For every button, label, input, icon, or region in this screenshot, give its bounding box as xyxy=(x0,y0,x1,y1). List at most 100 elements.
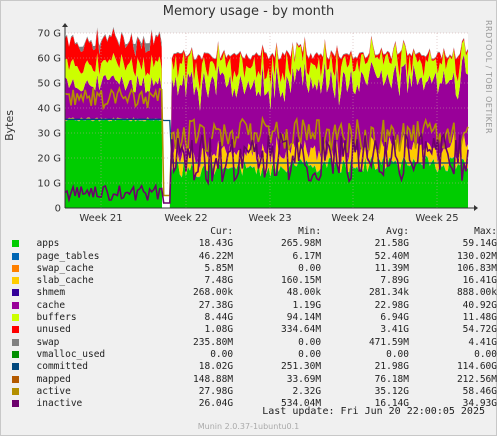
legend-row-page_tables: page_tables 46.22M 6.17M 52.40M 130.02M xyxy=(12,251,497,263)
legend-swatch-inactive xyxy=(12,400,19,408)
legend-swatch xyxy=(12,324,37,336)
legend-avg: 281.34k xyxy=(368,287,409,299)
legend-min: 0.00 xyxy=(298,262,322,274)
legend-cur: 235.80M xyxy=(193,336,234,348)
line-active xyxy=(64,85,469,197)
legend-swatch xyxy=(12,275,37,287)
legend-avg: 6.94G xyxy=(380,312,409,324)
area-buffers xyxy=(65,37,468,208)
legend-avg: 21.98G xyxy=(374,361,409,373)
x-tick-label: Week 25 xyxy=(415,213,458,224)
legend-name: vmalloc_used xyxy=(36,348,106,360)
legend-cur: 1.08G xyxy=(204,324,234,336)
legend-min: 334.64M xyxy=(281,324,322,336)
legend-swatch xyxy=(12,386,37,398)
legend-min: 251.30M xyxy=(281,361,322,373)
legend-name: unused xyxy=(36,324,71,336)
legend-swatch-vmalloc_used xyxy=(12,350,19,358)
legend-header-cur: Cur: xyxy=(210,226,234,237)
legend-row-cache: cache 27.38G 1.19G 22.98G 40.92G xyxy=(12,300,497,312)
legend-max: 54.72G xyxy=(462,324,497,336)
legend-row-inactive: inactive 26.04G 534.04M 16.14G 34.93G xyxy=(12,398,497,410)
y-tick-label: 50 G xyxy=(37,79,61,90)
y-tick-label: 60 G xyxy=(37,54,61,65)
legend-swatch xyxy=(12,263,37,275)
legend-swatch-cache xyxy=(12,301,19,309)
legend-row-unused: unused 1.08G 334.64M 3.41G 54.72G xyxy=(12,324,497,336)
x-tick-label: Week 22 xyxy=(164,213,207,224)
legend-max: 4.41G xyxy=(468,336,497,348)
legend-cur: 18.02G xyxy=(198,361,234,373)
legend-cur: 26.04G xyxy=(198,398,234,410)
legend-swatch xyxy=(12,361,37,373)
legend-name: active xyxy=(36,385,71,397)
legend-name: page_tables xyxy=(36,250,100,262)
legend-swatch xyxy=(12,287,37,299)
legend-swatch xyxy=(12,398,37,410)
legend-swatch xyxy=(12,300,37,312)
legend-row-active: active 27.98G 2.32G 35.12G 58.46G xyxy=(12,386,497,398)
legend-swatch xyxy=(12,337,37,349)
legend-swatch-page_tables xyxy=(12,252,19,260)
legend-row-shmem: shmem 268.00k 48.00k 281.34k 888.00k xyxy=(12,287,497,299)
chart-plot: 0 10 G 20 G 30 G 40 G 50 G 60 G 70 G Week 21 Week… xyxy=(37,23,478,224)
legend-min: 0.00 xyxy=(298,348,322,360)
munin-version: Munin 2.0.37-1ubuntu0.1 xyxy=(197,422,300,431)
legend-header-max: Max: xyxy=(474,226,497,237)
legend-row-slab_cache: slab_cache 7.48G 160.15M 7.89G 16.41G xyxy=(12,275,497,287)
legend-row-buffers: buffers 8.44G 94.14M 6.94G 11.48G xyxy=(12,312,497,324)
legend-avg: 21.58G xyxy=(374,238,409,250)
last-update-text: Last update: Fri Jun 20 22:00:05 2025 xyxy=(262,406,485,417)
legend-avg: 11.39M xyxy=(374,262,409,274)
legend-cur: 0.00 xyxy=(210,348,234,360)
legend-row-vmalloc_used: vmalloc_used 0.00 0.00 0.00 0.00 xyxy=(12,349,497,361)
legend-cur: 18.43G xyxy=(198,238,234,250)
legend-cur: 148.88M xyxy=(193,373,234,385)
legend-avg: 7.89G xyxy=(380,275,409,287)
legend-name: inactive xyxy=(36,398,83,410)
legend-row-swap: swap 235.80M 0.00 471.59M 4.41G xyxy=(12,337,497,349)
legend-avg: 52.40M xyxy=(374,250,409,262)
legend-cur: 27.98G xyxy=(198,385,234,397)
legend-table: Cur: Min: Avg: Max: apps 18.43G 265.98M 21.… xyxy=(12,226,497,410)
legend-swatch xyxy=(12,374,37,386)
legend-avg: 16.14G xyxy=(374,398,409,410)
legend-swatch-swap_cache xyxy=(12,264,19,272)
legend-swatch-buffers xyxy=(12,314,19,322)
legend-name: swap xyxy=(36,336,60,348)
legend-row-mapped: mapped 148.88M 33.69M 76.18M 212.56M xyxy=(12,374,497,386)
y-tick-label: 40 G xyxy=(37,104,61,115)
legend-min: 6.17M xyxy=(292,250,322,262)
legend-max: 114.60G xyxy=(456,361,497,373)
legend-swatch-shmem xyxy=(12,289,19,297)
legend-min: 265.98M xyxy=(281,238,322,250)
legend-avg: 3.41G xyxy=(380,324,409,336)
x-axis-arrow xyxy=(474,205,478,211)
legend-cur: 8.44G xyxy=(204,312,234,324)
legend-max: 58.46G xyxy=(462,385,497,397)
legend-max: 212.56M xyxy=(456,373,497,385)
legend-swatch-slab_cache xyxy=(12,277,19,285)
legend-swatch-active xyxy=(12,387,19,395)
y-tick-label: 0 xyxy=(55,204,61,215)
y-tick-label: 20 G xyxy=(37,154,61,165)
x-tick-label: Week 21 xyxy=(79,213,122,224)
legend-min: 2.32G xyxy=(292,385,322,397)
legend-avg: 35.12G xyxy=(374,385,409,397)
legend-cur: 268.00k xyxy=(193,287,234,299)
y-tick-label: 10 G xyxy=(37,179,61,190)
legend-min: 160.15M xyxy=(281,275,322,287)
line-inactive xyxy=(64,132,469,204)
legend-header-min: Min: xyxy=(298,226,322,237)
legend-max: 0.00 xyxy=(474,348,497,360)
legend-avg: 22.98G xyxy=(374,299,409,311)
legend-name: swap_cache xyxy=(36,262,94,274)
legend-min: 0.00 xyxy=(298,336,322,348)
legend-max: 888.00k xyxy=(456,287,497,299)
legend-swatch-unused xyxy=(12,326,19,334)
y-axis-arrow xyxy=(62,23,68,27)
legend-name: buffers xyxy=(36,312,77,324)
legend-swatch xyxy=(12,238,37,250)
legend-cur: 27.38G xyxy=(198,299,234,311)
legend-name: mapped xyxy=(36,373,71,385)
